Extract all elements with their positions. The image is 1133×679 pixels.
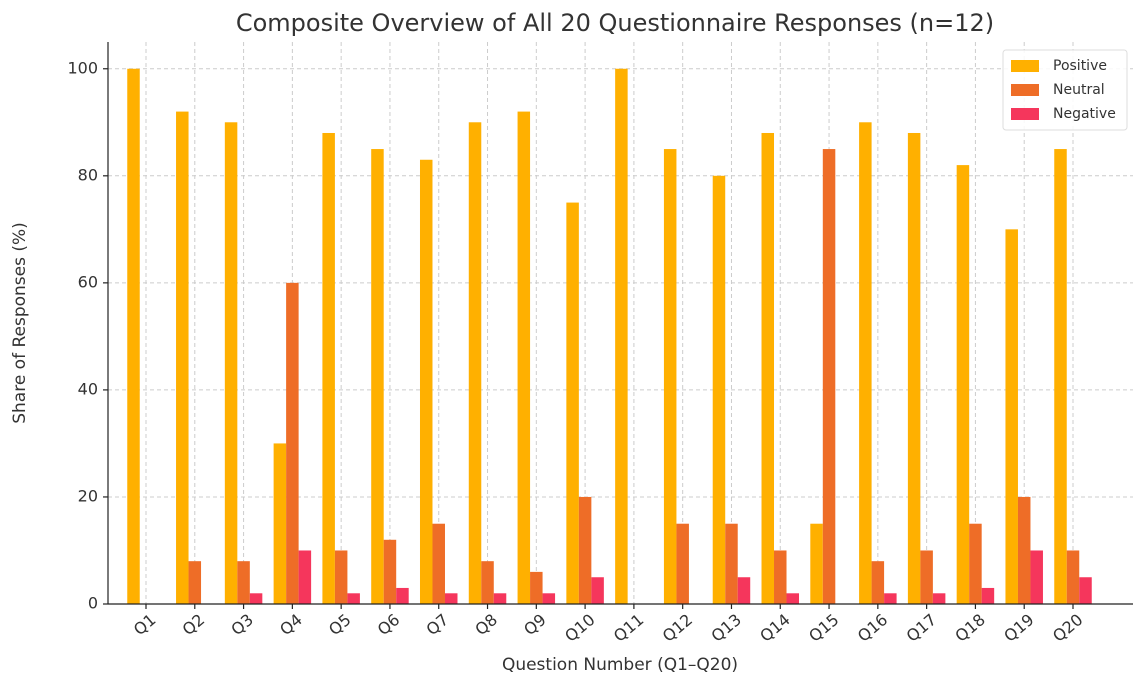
x-tick-label: Q20 — [1049, 610, 1086, 646]
bar — [188, 561, 202, 604]
bar — [273, 443, 287, 604]
bar — [517, 111, 531, 604]
legend-swatch — [1011, 84, 1039, 96]
y-tick-label: 80 — [78, 165, 98, 184]
chart-title: Composite Overview of All 20 Questionnai… — [236, 9, 994, 37]
bar — [347, 593, 360, 604]
bar — [859, 122, 872, 605]
bar — [444, 593, 458, 604]
bar — [1017, 496, 1031, 604]
x-tick-label: Q12 — [659, 610, 696, 646]
bar — [468, 122, 482, 605]
bar — [1079, 577, 1092, 604]
bar — [884, 593, 897, 604]
x-tick-label: Q7 — [423, 610, 453, 639]
x-tick-label: Q17 — [903, 610, 940, 646]
bar — [981, 587, 995, 604]
bar — [871, 561, 885, 604]
bar — [127, 68, 140, 604]
x-tick-label: Q8 — [471, 610, 501, 639]
bar — [956, 165, 970, 604]
bar — [493, 593, 507, 604]
bar — [396, 587, 409, 604]
bar — [1066, 550, 1080, 604]
x-tick-label: Q16 — [854, 610, 891, 646]
bar — [663, 149, 677, 605]
bar — [822, 149, 836, 605]
legend-label: Positive — [1053, 58, 1107, 74]
bar — [334, 550, 348, 604]
legend-label: Neutral — [1053, 82, 1105, 98]
bar — [907, 132, 921, 604]
bar — [932, 593, 946, 604]
y-tick-label: 40 — [78, 379, 98, 398]
bar — [761, 132, 775, 604]
x-axis-label: Question Number (Q1–Q20) — [502, 655, 738, 675]
legend: Positive Neutral Negative — [1002, 49, 1128, 131]
bar — [322, 132, 335, 604]
bar — [786, 593, 800, 604]
bar — [237, 561, 250, 604]
bar — [920, 550, 933, 604]
bar — [1030, 550, 1043, 604]
x-tick-label: Q19 — [1000, 610, 1037, 646]
y-tick-label: 20 — [78, 486, 98, 505]
bar — [224, 122, 238, 605]
bar — [530, 571, 543, 604]
x-tick-label: Q6 — [374, 610, 404, 639]
bar — [591, 577, 604, 604]
x-tick-label: Q14 — [756, 610, 793, 646]
bar — [298, 550, 312, 604]
bar — [1005, 229, 1018, 605]
x-tick-label: Q10 — [561, 610, 598, 646]
bar — [432, 523, 445, 604]
bar — [371, 149, 384, 605]
y-tick-label: 0 — [88, 594, 98, 613]
x-tick-label: Q4 — [276, 610, 306, 639]
bar — [969, 523, 982, 604]
bar — [383, 539, 397, 604]
bar — [810, 523, 823, 604]
bar — [286, 282, 299, 604]
bar — [176, 111, 189, 604]
bar — [578, 496, 592, 604]
bar — [249, 593, 263, 604]
x-tick-label: Q11 — [610, 610, 647, 646]
bar — [712, 175, 726, 605]
bar — [676, 523, 689, 604]
y-tick-label: 100 — [67, 58, 98, 77]
y-tick-label: 60 — [78, 272, 98, 291]
bar — [542, 593, 556, 604]
bar — [725, 523, 738, 604]
x-tick-label: Q5 — [325, 610, 355, 639]
x-tick-label: Q9 — [520, 610, 550, 639]
bar — [566, 202, 579, 605]
x-tick-label: Q2 — [179, 610, 209, 639]
bar — [1054, 149, 1067, 605]
legend-swatch — [1011, 108, 1039, 120]
x-tick-label: Q3 — [227, 610, 257, 639]
x-tick-label: Q1 — [130, 610, 160, 639]
legend-swatch — [1011, 60, 1039, 72]
bar — [774, 550, 787, 604]
bar — [419, 159, 433, 604]
x-tick-label: Q13 — [707, 610, 744, 646]
x-tick-label: Q15 — [805, 610, 842, 646]
legend-label: Negative — [1053, 106, 1116, 122]
y-axis-label: Share of Responses (%) — [10, 222, 30, 424]
bar — [737, 577, 751, 604]
x-tick-label: Q18 — [951, 610, 988, 646]
bar — [481, 561, 494, 604]
bar — [615, 68, 628, 604]
